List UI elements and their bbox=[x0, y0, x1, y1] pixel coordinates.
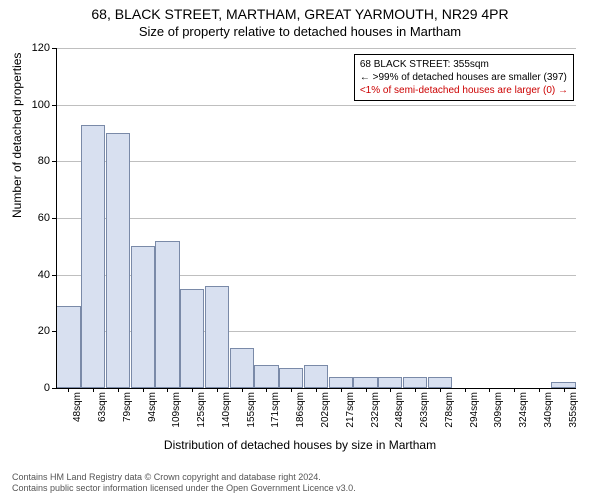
gridline bbox=[56, 105, 576, 106]
histogram-bar bbox=[106, 133, 130, 388]
ytick-label: 80 bbox=[20, 155, 50, 167]
histogram-bar bbox=[180, 289, 204, 388]
y-axis-label: Number of detached properties bbox=[10, 53, 24, 218]
xtick-label: 278sqm bbox=[444, 392, 455, 428]
x-axis-label: Distribution of detached houses by size … bbox=[0, 438, 600, 452]
annotation-box: 68 BLACK STREET: 355sqm ← >99% of detach… bbox=[354, 54, 574, 101]
xtick-label: 355sqm bbox=[568, 392, 579, 428]
histogram-bar bbox=[254, 365, 278, 388]
xtick-label: 232sqm bbox=[370, 392, 381, 428]
xtick-label: 294sqm bbox=[469, 392, 480, 428]
footer-line-2: Contains public sector information licen… bbox=[12, 483, 356, 494]
histogram-bar bbox=[378, 377, 402, 388]
histogram-bar bbox=[279, 368, 303, 388]
histogram-bar bbox=[205, 286, 229, 388]
histogram-bar bbox=[353, 377, 377, 388]
histogram-bar bbox=[329, 377, 353, 388]
histogram-bar bbox=[131, 246, 155, 388]
annotation-line-2: ← >99% of detached houses are smaller (3… bbox=[360, 71, 568, 84]
xtick-label: 109sqm bbox=[171, 392, 182, 428]
xtick-label: 94sqm bbox=[147, 392, 158, 422]
ytick-label: 20 bbox=[20, 325, 50, 337]
histogram-bar bbox=[81, 125, 105, 389]
chart-container: 68, BLACK STREET, MARTHAM, GREAT YARMOUT… bbox=[0, 0, 600, 500]
gridline bbox=[56, 48, 576, 49]
xtick-label: 79sqm bbox=[122, 392, 133, 422]
ytick-label: 60 bbox=[20, 212, 50, 224]
xtick-label: 63sqm bbox=[97, 392, 108, 422]
histogram-bar bbox=[403, 377, 427, 388]
xtick-label: 48sqm bbox=[72, 392, 83, 422]
xtick-label: 217sqm bbox=[345, 392, 356, 428]
annotation-line-1: 68 BLACK STREET: 355sqm bbox=[360, 58, 568, 71]
histogram-bar bbox=[304, 365, 328, 388]
xtick-label: 202sqm bbox=[320, 392, 331, 428]
plot-area: 02040608010012048sqm63sqm79sqm94sqm109sq… bbox=[56, 48, 576, 388]
annotation-line-3: <1% of semi-detached houses are larger (… bbox=[360, 84, 568, 97]
footer-line-1: Contains HM Land Registry data © Crown c… bbox=[12, 472, 356, 483]
histogram-bar bbox=[428, 377, 452, 388]
x-axis-line bbox=[56, 388, 576, 389]
xtick-label: 186sqm bbox=[295, 392, 306, 428]
xtick-label: 263sqm bbox=[419, 392, 430, 428]
xtick-label: 140sqm bbox=[221, 392, 232, 428]
ytick-label: 100 bbox=[20, 99, 50, 111]
gridline bbox=[56, 161, 576, 162]
xtick-label: 340sqm bbox=[543, 392, 554, 428]
xtick-label: 171sqm bbox=[270, 392, 281, 428]
ytick-label: 40 bbox=[20, 269, 50, 281]
chart-title-sub: Size of property relative to detached ho… bbox=[0, 22, 600, 39]
y-axis-line bbox=[56, 48, 57, 388]
xtick-label: 155sqm bbox=[246, 392, 257, 428]
gridline bbox=[56, 218, 576, 219]
histogram-bar bbox=[155, 241, 179, 388]
xtick-label: 324sqm bbox=[518, 392, 529, 428]
histogram-bar bbox=[230, 348, 254, 388]
chart-title-main: 68, BLACK STREET, MARTHAM, GREAT YARMOUT… bbox=[0, 0, 600, 22]
ytick-label: 0 bbox=[20, 382, 50, 394]
xtick-label: 248sqm bbox=[394, 392, 405, 428]
histogram-bar bbox=[56, 306, 80, 388]
ytick-label: 120 bbox=[20, 42, 50, 54]
xtick-label: 309sqm bbox=[493, 392, 504, 428]
footer-attribution: Contains HM Land Registry data © Crown c… bbox=[12, 472, 356, 494]
xtick-label: 125sqm bbox=[196, 392, 207, 428]
